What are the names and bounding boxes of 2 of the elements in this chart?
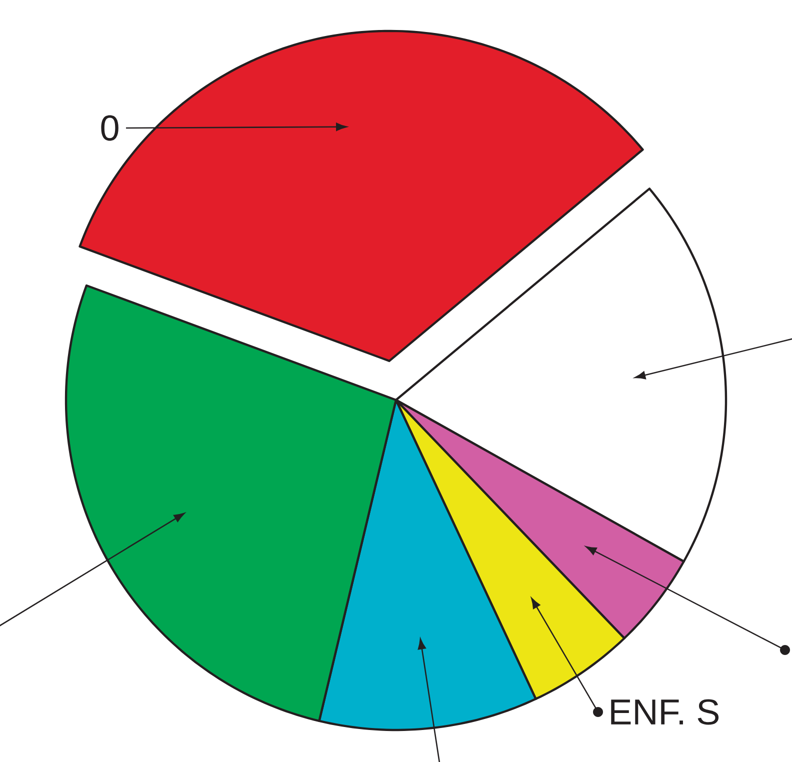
slice-label: ENF. S <box>611 699 719 725</box>
slice-label: 0 <box>101 115 118 141</box>
